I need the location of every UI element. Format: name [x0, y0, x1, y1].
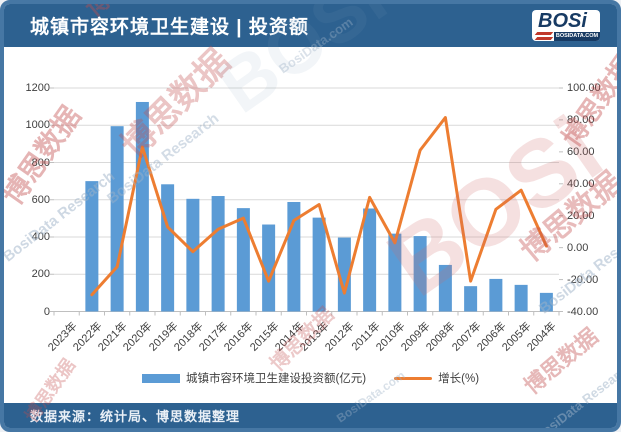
right-axis-label: 0.00 [567, 241, 589, 254]
bar-2012年 [337, 237, 351, 312]
right-axis-label: -20.00 [567, 273, 599, 286]
chart-legend: 城镇市容环境卫生建设投资额(亿元) 增长(%) [4, 370, 617, 386]
legend-item: 增长(%) [394, 370, 479, 386]
left-axis-label: 0 [43, 305, 50, 318]
legend-item: 城镇市容环境卫生建设投资额(亿元) [141, 370, 367, 386]
bar-2007年 [464, 286, 478, 312]
right-axis-label: 100.00 [567, 82, 601, 94]
logo-stripe-icon [534, 32, 554, 35]
left-axis-label: 1000 [25, 119, 50, 132]
bar-2006年 [489, 278, 503, 312]
growth-line [90, 116, 548, 297]
left-axis-label: 800 [31, 156, 50, 169]
left-axis-label: 400 [31, 231, 50, 243]
left-axis-label: 600 [31, 193, 50, 206]
data-source-note: 数据来源：统计局、博思数据整理 [30, 409, 241, 424]
bar-2017年 [211, 196, 225, 312]
left-axis-label: 200 [31, 268, 50, 281]
bar-2016年 [236, 208, 250, 312]
bar-2022年 [85, 181, 99, 312]
bar-2008年 [438, 264, 452, 312]
right-axis-label: -40.00 [567, 305, 599, 318]
bar-2013年 [312, 217, 326, 312]
bosi-logo-text: BOSi [538, 10, 587, 32]
right-axis-label: 40.00 [567, 177, 595, 190]
page-title: 城镇市容环境卫生建设 | 投资额 [30, 17, 309, 38]
bosi-logo: BOSi BOSIDATA.COM [532, 10, 600, 41]
legend-label: 增长(%) [438, 373, 480, 385]
bar-2011年 [363, 208, 377, 312]
right-axis-label: 60.00 [567, 145, 595, 158]
bar-2004年 [539, 292, 553, 312]
bosi-logo-domain: BOSIDATA.COM [554, 32, 600, 41]
chart-plot-area: 0 200 400 600 800 1000 1200 -40.00 -20.00 0.00 20.… [4, 47, 617, 399]
bar-2018年 [186, 198, 200, 312]
chart-canvas [50, 87, 563, 316]
left-axis-label: 1200 [25, 82, 50, 94]
bar-2010年 [388, 233, 402, 312]
footer-bar: 数据来源：统计局、博思数据整理 [4, 403, 617, 428]
header-bar: 城镇市容环境卫生建设 | 投资额 BOSi BOSIDATA.COM [4, 4, 617, 47]
logo-stripe-icon [534, 37, 554, 40]
bar-2021年 [110, 126, 124, 312]
legend-label: 城镇市容环境卫生建设投资额(亿元) [185, 373, 367, 385]
bar-2015年 [262, 224, 276, 312]
bar-2020年 [135, 101, 149, 312]
right-axis-label: 20.00 [567, 209, 595, 222]
bar-2009年 [413, 236, 427, 312]
bar-2005年 [514, 284, 528, 312]
legend-line-swatch-icon [394, 376, 433, 380]
legend-bar-swatch-icon [141, 373, 180, 383]
right-axis-label: 80.00 [567, 113, 595, 126]
bar-2019年 [161, 184, 175, 312]
